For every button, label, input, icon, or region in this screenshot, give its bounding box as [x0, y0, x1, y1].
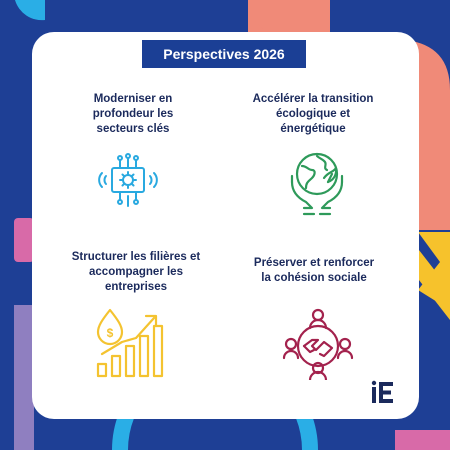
money-growth-chart-icon: $: [96, 308, 164, 378]
globe-leaf-hands-icon: [290, 152, 344, 216]
page-title: Perspectives 2026: [142, 40, 306, 68]
quadrant-title-structure: Structurer les filières et accompagner l…: [71, 251, 201, 293]
ie-logo-icon: [371, 380, 393, 403]
svg-text:$: $: [107, 326, 114, 340]
quadrant-title-ecological: Accélérer la transition écologique et én…: [252, 93, 374, 135]
quadrant-title-cohesion: Préserver et renforcer la cohésion socia…: [253, 257, 375, 284]
content-card: [32, 32, 419, 419]
handshake-community-icon: [282, 308, 354, 380]
digital-circuit-gear-icon: [98, 153, 158, 207]
quadrant-title-modernize: Moderniser en profondeur les secteurs cl…: [92, 93, 174, 135]
